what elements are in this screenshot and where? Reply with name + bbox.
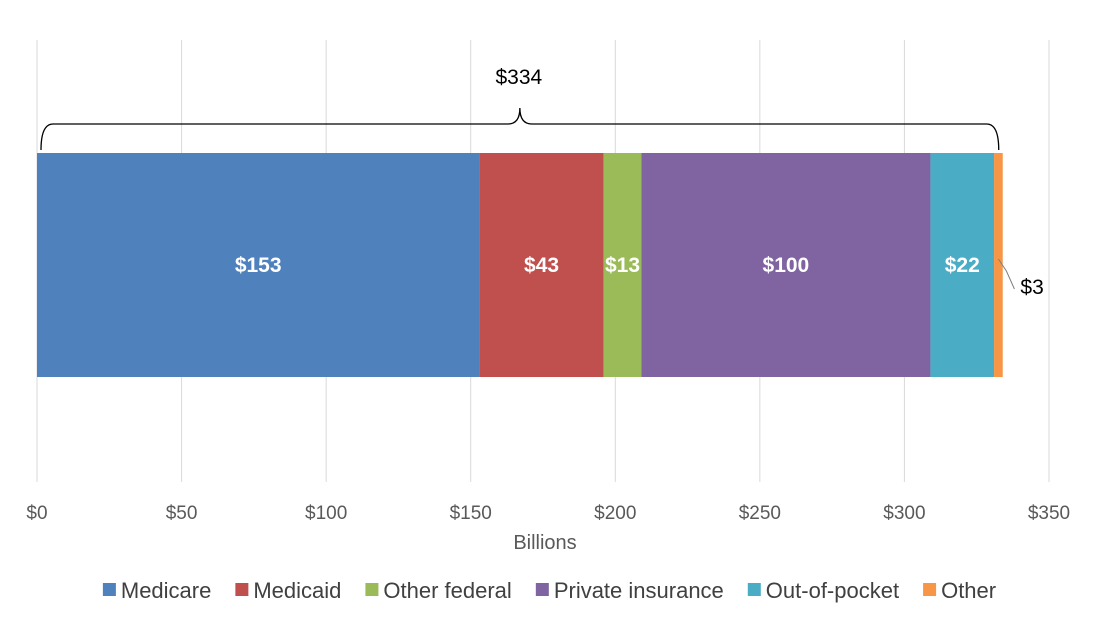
legend-label: Out-of-pocket [766,578,899,603]
x-tick-label: $0 [26,503,47,524]
x-tick-label: $100 [305,503,347,524]
legend-swatch [365,583,379,596]
legend-label: Medicare [121,578,211,603]
legend-item-other-federal: Other federal [365,578,512,603]
legend-item-out-of-pocket: Out-of-pocket [747,578,899,603]
legend-swatch [747,583,761,596]
data-labels: $153 $43 $13 $100 $22 $3 [235,254,1044,299]
data-label-other: $3 [1020,276,1043,299]
bar-segment-medicare [37,153,480,377]
legend: Medicare Medicaid Other federal Private ins… [102,578,996,603]
legend-swatch [535,583,549,596]
x-tick-label: $250 [739,503,781,524]
legend-item-medicaid: Medicaid [235,578,341,603]
bar-segment-out-of-pocket [930,153,995,377]
bar-segment-other-federal [603,153,642,377]
legend-label: Other federal [383,578,511,603]
bar-segment-medicaid [479,153,604,377]
legend-label: Private insurance [554,578,724,603]
leader-line [997,258,1015,290]
legend-item-other: Other [923,578,996,603]
x-tick-label: $50 [166,503,198,524]
x-tick-label: $200 [594,503,636,524]
bar-segment-other [994,153,1003,377]
bar-segment-private-insurance [641,153,931,377]
x-tick-label: $150 [450,503,492,524]
data-label-other-federal: $13 [605,254,640,277]
x-axis-ticks: $0 $50 $100 $150 $200 $250 $300 $350 [26,503,1070,524]
legend-swatch [923,583,937,596]
legend-label: Other [941,578,996,603]
total-brace [40,107,1000,151]
legend-swatch [235,583,249,596]
legend-item-private-insurance: Private insurance [535,578,724,603]
x-axis-title: Billions [513,532,576,554]
x-tick-label: $300 [883,503,925,524]
total-label: $334 [496,66,543,89]
legend-item-medicare: Medicare [102,578,211,603]
data-label-private-insurance: $100 [763,254,810,277]
data-label-medicare: $153 [235,254,282,277]
data-label-medicaid: $43 [524,254,559,277]
legend-swatch [102,583,116,596]
stacked-bar [37,153,1003,377]
legend-label: Medicaid [253,578,341,603]
x-tick-label: $350 [1028,503,1070,524]
data-label-out-of-pocket: $22 [945,254,980,277]
